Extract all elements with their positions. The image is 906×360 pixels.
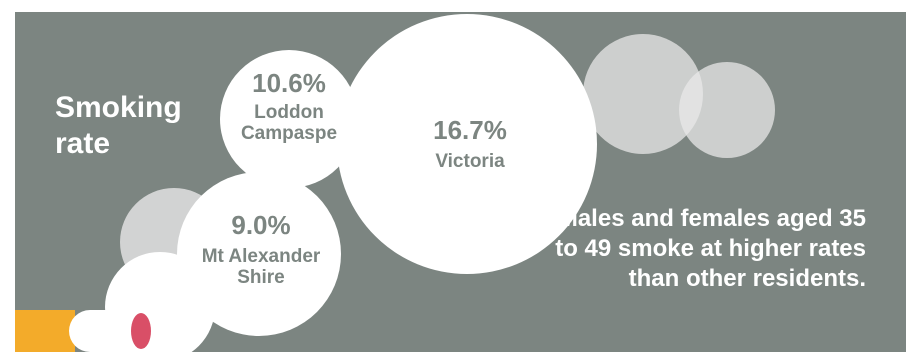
stat-label: Loddon Campaspe <box>240 102 338 144</box>
stat-value: 16.7% <box>433 115 507 145</box>
cigarette-filter <box>15 310 75 352</box>
stat-value: 9.0% <box>231 210 291 240</box>
bubble-victoria <box>337 14 597 274</box>
infographic-panel: 10.6% Loddon Campaspe 16.7% Victoria 9.0… <box>15 12 906 352</box>
smoke-bubble-faded <box>679 62 775 158</box>
cigarette-ember <box>131 313 151 349</box>
bubble-text-victoria: 16.7% Victoria <box>400 115 540 172</box>
stat-label: Mt Alexander Shire <box>201 246 321 288</box>
page-title: Smoking rate <box>55 91 182 160</box>
stat-value: 10.6% <box>252 68 326 98</box>
bubble-text-mt-alexander: 9.0% Mt Alexander Shire <box>191 210 331 288</box>
cigarette-icon <box>15 310 165 352</box>
bubble-text-loddon-campaspe: 10.6% Loddon Campaspe <box>225 68 353 144</box>
stat-label: Victoria <box>435 151 505 172</box>
insight-note: Males and females aged 35 to 49 smoke at… <box>555 205 866 292</box>
bubble-loddon-campaspe <box>220 50 358 188</box>
bubble-mt-alexander <box>177 172 341 336</box>
